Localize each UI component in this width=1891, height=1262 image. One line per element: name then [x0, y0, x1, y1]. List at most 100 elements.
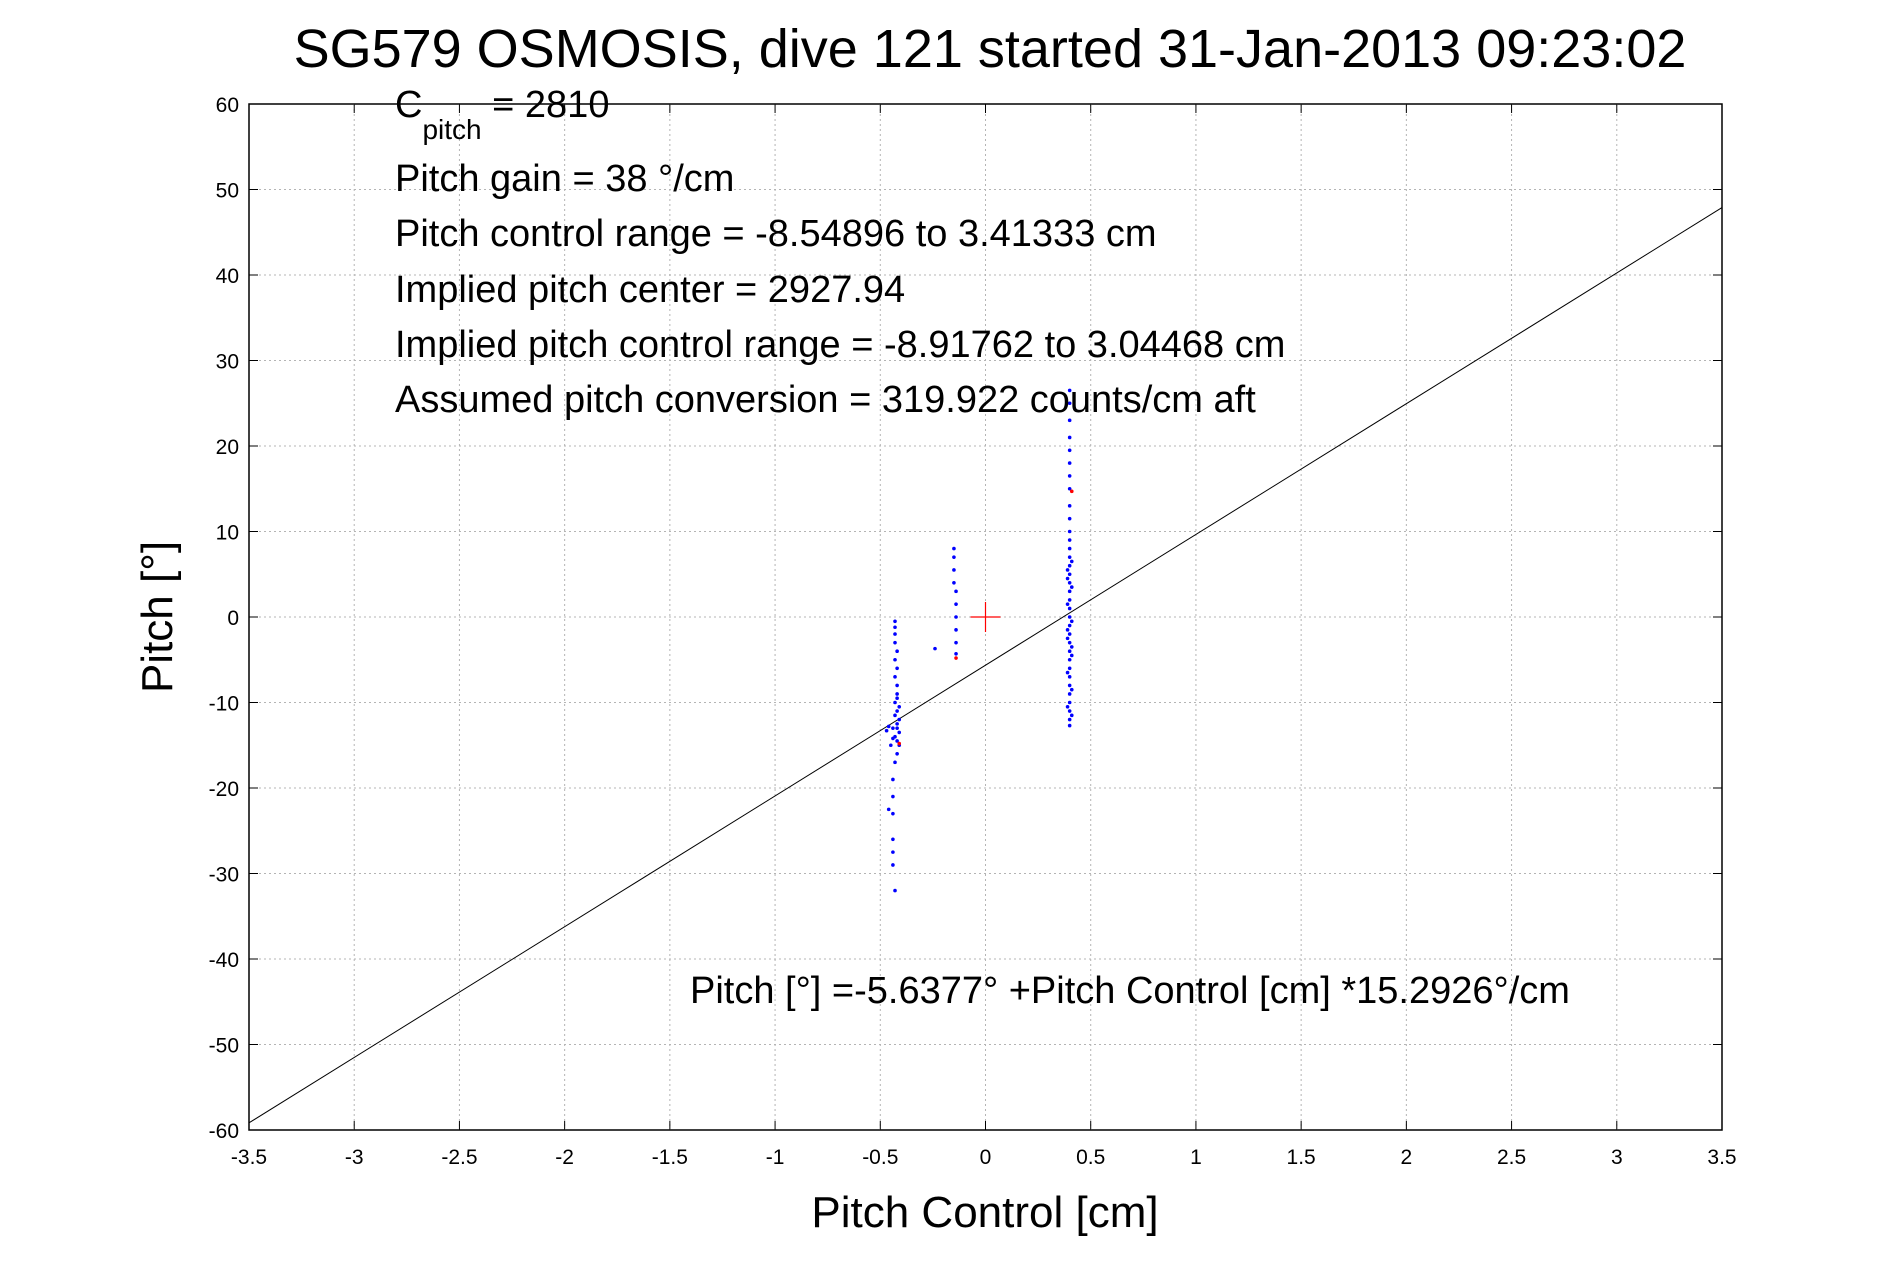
data-point	[1069, 559, 1074, 564]
x-tick-label: -3.5	[231, 1146, 267, 1169]
data-point	[1067, 538, 1072, 542]
control-range-annotation: Pitch control range = -8.54896 to 3.4133…	[395, 213, 1157, 255]
data-point	[954, 589, 958, 594]
data-point	[954, 602, 958, 606]
data-point	[1065, 628, 1070, 632]
data-point	[1067, 388, 1072, 393]
data-point	[891, 837, 895, 842]
fit-equation: Pitch [°] =-5.6377° +Pitch Control [cm] …	[690, 970, 1570, 1012]
data-point	[954, 656, 958, 660]
data-point	[895, 709, 899, 713]
data-point	[897, 741, 902, 746]
data-point	[893, 713, 897, 718]
pitch-gain-annotation: Pitch gain = 38 °/cm	[395, 158, 734, 200]
x-tick-label: -0.5	[862, 1146, 898, 1169]
x-tick-label: 3.5	[1707, 1146, 1736, 1169]
data-point	[893, 640, 897, 645]
data-point	[1067, 657, 1072, 662]
data-point	[1067, 448, 1072, 453]
y-tick-label: 10	[216, 522, 239, 545]
data-point	[891, 726, 895, 730]
x-tick-label: -1	[766, 1146, 785, 1169]
y-tick-label: -10	[209, 693, 239, 716]
y-tick-label: 50	[216, 180, 239, 203]
data-point	[1067, 563, 1072, 568]
x-tick-label: -3	[345, 1146, 364, 1169]
data-point	[1067, 546, 1072, 551]
data-point	[933, 646, 937, 651]
implied-range-annotation: Implied pitch control range = -8.91762 t…	[395, 324, 1285, 366]
data-point	[1069, 687, 1074, 692]
data-point	[893, 700, 897, 705]
y-tick-label: 40	[216, 265, 239, 288]
data-point	[1069, 489, 1074, 494]
data-point	[1067, 598, 1072, 602]
data-point	[952, 555, 956, 559]
data-point	[895, 696, 899, 701]
x-axis-label: Pitch Control [cm]	[811, 1188, 1158, 1237]
data-point	[1067, 683, 1072, 688]
data-point	[1067, 435, 1072, 440]
data-point	[1067, 723, 1072, 728]
data-point	[952, 568, 956, 572]
data-point	[893, 888, 897, 893]
data-point	[1067, 474, 1072, 478]
data-point	[1067, 640, 1072, 645]
data-point	[1067, 516, 1072, 521]
data-point	[1067, 675, 1072, 679]
data-point	[1067, 504, 1072, 508]
data-point	[1067, 606, 1072, 611]
data-point	[1067, 623, 1072, 628]
y-tick-label: -30	[209, 864, 239, 887]
data-point	[1065, 636, 1070, 641]
conversion-annotation: Assumed pitch conversion = 319.922 count…	[395, 379, 1256, 421]
c-pitch-annotation: Cpitch = 2810	[395, 84, 609, 145]
data-points	[884, 388, 1074, 893]
data-point	[1067, 486, 1072, 491]
c-pitch-subscript: pitch	[422, 114, 481, 145]
data-point	[1069, 585, 1074, 589]
axis-ticks	[248, 103, 1723, 1131]
data-point	[1067, 461, 1072, 465]
data-point	[1069, 619, 1074, 624]
data-point	[1067, 717, 1072, 722]
data-point	[886, 724, 891, 729]
implied-center-annotation: Implied pitch center = 2927.94	[395, 269, 905, 311]
data-point	[1069, 713, 1074, 718]
data-point	[1065, 602, 1070, 606]
y-tick-label: 0	[227, 607, 239, 630]
data-point	[1067, 401, 1072, 406]
data-point	[891, 850, 895, 854]
data-point	[891, 863, 895, 867]
data-point	[893, 619, 897, 624]
y-tick-label: 30	[216, 351, 239, 374]
x-tick-label: -2	[555, 1146, 574, 1169]
data-point	[1065, 704, 1070, 709]
data-point	[889, 743, 893, 748]
data-point	[893, 632, 897, 636]
data-point	[891, 736, 895, 741]
x-tick-label: -2.5	[441, 1146, 477, 1169]
data-point	[895, 649, 899, 653]
data-point	[891, 777, 895, 782]
data-point	[884, 728, 889, 733]
data-point	[1067, 649, 1072, 653]
x-tick-label: 3	[1611, 1146, 1623, 1169]
data-point	[895, 752, 899, 756]
data-point	[1069, 653, 1074, 658]
center-marker	[970, 602, 1001, 632]
data-point	[893, 675, 897, 679]
x-tick-labels: -3.5 -3 -2.5 -2 -1.5 -1 -0.5 0 0.5 1 1.5 2 2.5 3 3.5	[231, 1146, 1737, 1169]
data-point	[893, 657, 897, 662]
data-point	[1067, 666, 1072, 671]
c-pitch-value: = 2810	[482, 84, 610, 126]
data-point	[954, 651, 958, 656]
y-tick-label: 20	[216, 436, 239, 459]
x-tick-label: 2	[1401, 1146, 1413, 1169]
data-point	[1067, 589, 1072, 594]
x-tick-label: -1.5	[652, 1146, 688, 1169]
data-point	[1067, 709, 1072, 713]
data-point	[897, 717, 902, 722]
x-tick-label: 2.5	[1497, 1146, 1526, 1169]
